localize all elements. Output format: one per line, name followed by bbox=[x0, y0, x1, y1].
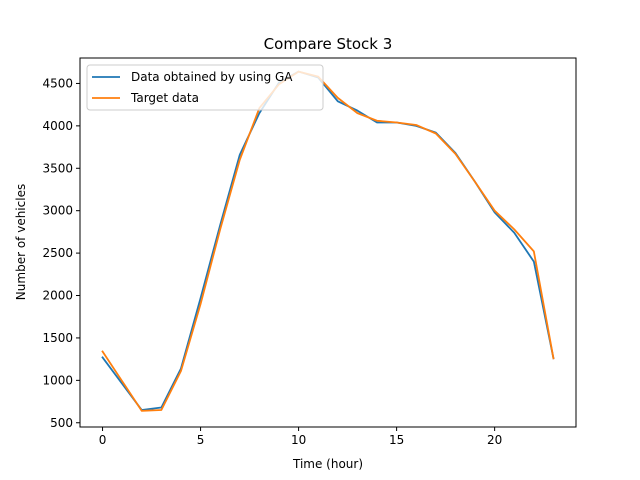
x-axis-label: Time (hour) bbox=[292, 457, 363, 471]
y-tick-label: 4000 bbox=[42, 119, 73, 133]
x-axis: 0 5 10 15 20 bbox=[99, 427, 502, 447]
series-line-2 bbox=[101, 70, 555, 412]
plot-lines bbox=[101, 70, 555, 412]
legend-label-2: Target data bbox=[130, 91, 199, 105]
x-tick-label: 10 bbox=[291, 433, 306, 447]
x-tick-label: 5 bbox=[197, 433, 205, 447]
y-tick-label: 3500 bbox=[42, 161, 73, 175]
legend: Data obtained by using GA Target data bbox=[86, 64, 324, 111]
legend-box bbox=[86, 64, 324, 111]
chart-title: Compare Stock 3 bbox=[264, 35, 393, 53]
y-tick-label: 1000 bbox=[42, 373, 73, 387]
x-tick-label: 15 bbox=[389, 433, 404, 447]
plot-frame bbox=[79, 57, 577, 428]
y-tick-label: 500 bbox=[50, 416, 73, 430]
y-tick-label: 3000 bbox=[42, 204, 73, 218]
x-tick-label: 0 bbox=[99, 433, 107, 447]
y-axis: 500 1000 1500 2000 2500 3000 3500 4000 4500 bbox=[42, 76, 80, 430]
x-tick-label: 20 bbox=[487, 433, 502, 447]
y-axis-label: Number of vehicles bbox=[14, 184, 28, 300]
y-tick-label: 1500 bbox=[42, 331, 73, 345]
y-tick-label: 2500 bbox=[42, 246, 73, 260]
legend-label-1: Data obtained by using GA bbox=[131, 70, 293, 84]
y-tick-label: 2000 bbox=[42, 289, 73, 303]
y-tick-label: 4500 bbox=[42, 76, 73, 90]
